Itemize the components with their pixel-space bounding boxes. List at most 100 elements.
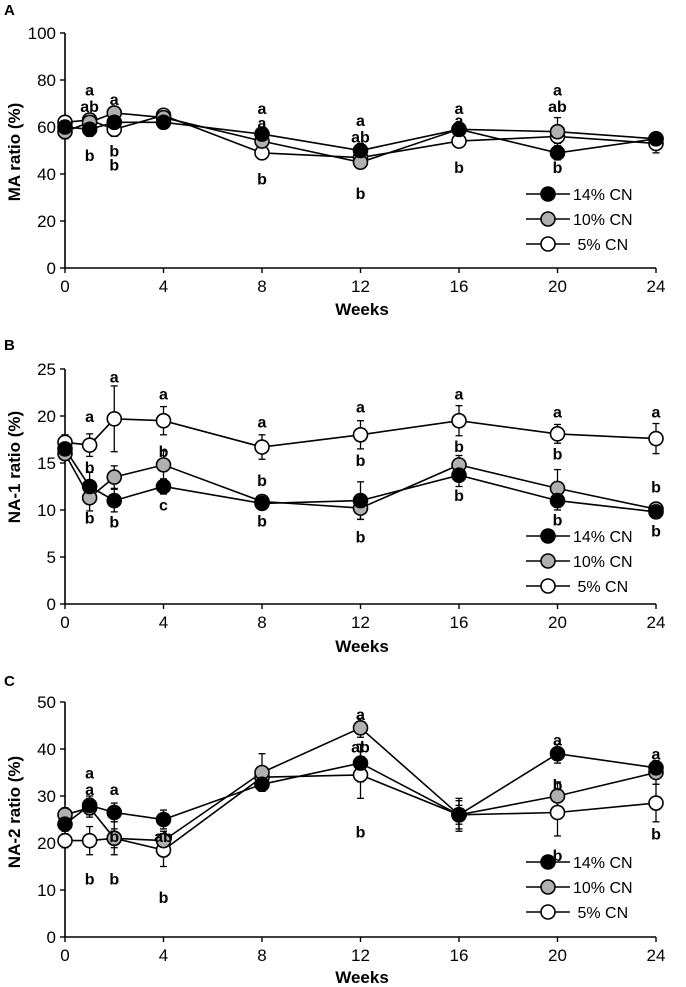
- legend-entry: 5% CN: [573, 579, 628, 596]
- data-point: [106, 114, 123, 131]
- data-point: [549, 788, 566, 804]
- significance-label: a: [258, 115, 267, 132]
- significance-label: b: [454, 488, 464, 505]
- significance-label: b: [454, 160, 464, 177]
- data-point: [648, 795, 664, 811]
- significance-label: b: [553, 512, 563, 529]
- panel-c: C NA-2 ratio (%) Weeks 0 10 20 30 40 50 0 4 8 12 1…: [4, 673, 665, 987]
- x-tick-label: 12: [351, 613, 370, 632]
- x-tick-label: 8: [257, 613, 266, 632]
- legend-entry: 5% CN: [573, 905, 628, 922]
- x-tick-label: 16: [450, 613, 469, 632]
- data-point: [81, 478, 98, 495]
- y-tick-label: 50: [37, 693, 56, 712]
- legend-entry: 14% CN: [573, 529, 633, 546]
- y-tick-label: 25: [37, 360, 56, 379]
- legend-marker: [540, 854, 556, 870]
- significance-label: b: [651, 524, 661, 541]
- data-point: [352, 492, 369, 509]
- significance-label: b: [553, 447, 563, 464]
- data-point: [648, 430, 664, 447]
- significance-label: a: [110, 782, 119, 799]
- significance-label: ab: [80, 99, 99, 116]
- legend-entry: 10% CN: [573, 880, 633, 897]
- significance-label: a: [553, 82, 562, 99]
- legend-entry: 5% CN: [573, 237, 628, 254]
- significance-label: ab: [351, 740, 370, 757]
- legend-marker: [540, 236, 556, 252]
- data-point: [451, 121, 467, 138]
- data-point: [106, 411, 123, 427]
- significance-label: b: [356, 824, 366, 841]
- panel-letter: A: [4, 2, 15, 19]
- significance-label: a: [356, 707, 365, 724]
- significance-label: a: [553, 404, 562, 421]
- data-point: [648, 504, 664, 520]
- significance-label: a: [85, 782, 94, 799]
- x-tick-label: 20: [548, 946, 567, 965]
- data-point: [81, 437, 98, 453]
- significance-label: a: [356, 113, 365, 130]
- data-point: [352, 755, 369, 771]
- y-tick-label: 10: [37, 881, 56, 900]
- x-tick-label: 12: [351, 277, 370, 296]
- significance-label: a: [258, 415, 267, 432]
- significance-label: b: [85, 871, 95, 888]
- x-tick-label: 20: [548, 277, 567, 296]
- y-tick-label: 80: [37, 71, 56, 90]
- legend-marker: [540, 578, 556, 594]
- significance-label: ab: [351, 129, 370, 146]
- data-point: [57, 441, 73, 457]
- significance-label: a: [110, 370, 119, 387]
- data-point: [451, 806, 467, 823]
- y-tick-label: 30: [37, 787, 56, 806]
- y-axis-label: NA-1 ratio (%): [5, 411, 24, 523]
- significance-label: a: [356, 400, 365, 417]
- data-point: [451, 412, 467, 429]
- data-point: [549, 123, 566, 140]
- x-tick-label: 8: [257, 946, 266, 965]
- data-point: [81, 797, 98, 814]
- data-point: [81, 121, 98, 138]
- legend-entry: 14% CN: [573, 855, 633, 872]
- significance-label: b: [651, 480, 661, 497]
- data-point: [352, 720, 369, 736]
- data-point: [648, 759, 664, 776]
- significance-label: a: [455, 386, 464, 403]
- x-tick-label: 4: [159, 946, 168, 965]
- significance-label: b: [356, 453, 366, 470]
- significance-label: a: [455, 113, 464, 130]
- x-tick-label: 24: [647, 277, 666, 296]
- x-axis-label: Weeks: [335, 637, 389, 656]
- significance-label: a: [110, 92, 119, 109]
- significance-label: b: [109, 871, 119, 888]
- y-tick-label: 20: [37, 212, 56, 231]
- significance-label: b: [109, 514, 119, 531]
- data-point: [648, 130, 664, 147]
- significance-label: b: [257, 172, 267, 189]
- significance-label: ab: [154, 829, 173, 846]
- panel-letter: C: [4, 673, 15, 690]
- data-point: [57, 816, 73, 833]
- legend-entry: 10% CN: [573, 212, 633, 229]
- data-point: [106, 830, 123, 847]
- data-point: [254, 776, 270, 793]
- significance-label: a: [85, 409, 94, 426]
- data-point: [549, 804, 566, 821]
- legend-marker: [540, 211, 556, 227]
- x-tick-label: 0: [60, 613, 69, 632]
- x-tick-label: 0: [60, 277, 69, 296]
- data-point: [451, 467, 467, 484]
- y-tick-label: 40: [37, 740, 56, 759]
- significance-label: a: [553, 733, 562, 750]
- y-tick-label: 5: [47, 548, 56, 567]
- x-tick-label: 24: [647, 613, 666, 632]
- data-point: [106, 469, 123, 485]
- data-point: [155, 811, 172, 828]
- y-tick-label: 0: [47, 595, 56, 614]
- x-tick-label: 24: [647, 946, 666, 965]
- significance-label: b: [356, 186, 366, 203]
- data-point: [81, 832, 98, 849]
- x-tick-label: 4: [159, 613, 168, 632]
